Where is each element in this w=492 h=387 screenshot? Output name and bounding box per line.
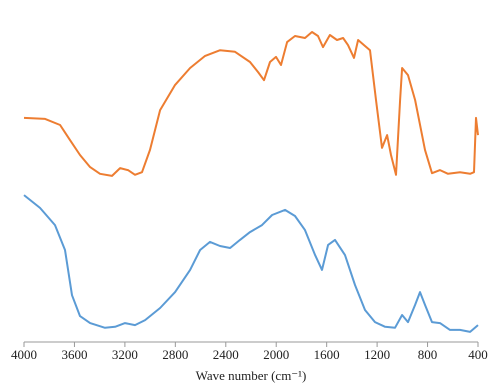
x-tick-label: 3200 [112, 347, 138, 362]
x-tick-label: 2400 [213, 347, 239, 362]
x-tick-label: 1600 [314, 347, 340, 362]
x-tick-label: 4000 [11, 347, 37, 362]
spectrum-line [23, 31, 479, 177]
spectrum-line [23, 194, 479, 333]
x-tick-label: 800 [418, 347, 438, 362]
x-tick-label: 2800 [162, 347, 188, 362]
x-tick-label: 1200 [364, 347, 390, 362]
x-tick-label: 2000 [263, 347, 289, 362]
x-axis-label: Wave number (cm⁻¹) [196, 368, 307, 383]
x-tick-label: 400 [468, 347, 488, 362]
x-tick-label: 3600 [61, 347, 87, 362]
